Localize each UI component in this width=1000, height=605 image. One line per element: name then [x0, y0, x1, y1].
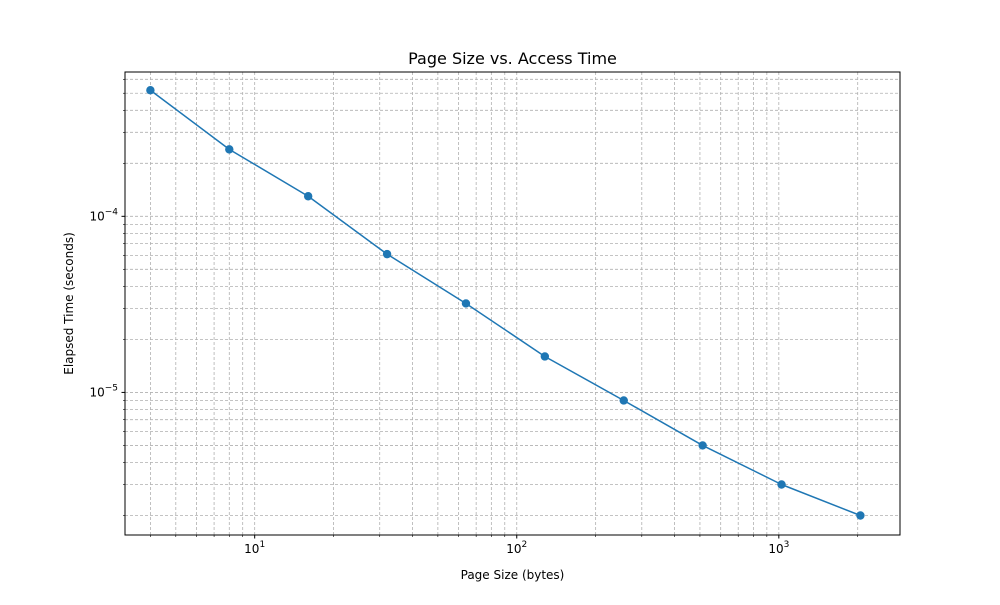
x-tick-label: 102	[506, 540, 527, 556]
data-point	[777, 480, 786, 489]
y-tick-label: 10−5	[89, 383, 118, 399]
chart-title: Page Size vs. Access Time	[408, 49, 617, 68]
y-tick-label: 10−4	[89, 207, 118, 223]
y-axis-label: Elapsed Time (seconds)	[62, 232, 76, 375]
data-point	[698, 441, 707, 450]
data-point	[461, 299, 471, 308]
axis-ticks: 101 102 103 10−5 10−4	[89, 78, 859, 556]
x-axis-label: Page Size (bytes)	[461, 568, 565, 582]
data-point	[382, 249, 392, 259]
x-tick-label: 101	[244, 540, 265, 556]
data-point	[540, 352, 550, 361]
plot-area-frame	[124, 71, 901, 536]
data-point	[619, 396, 628, 405]
series	[146, 86, 865, 520]
data-point	[856, 511, 865, 520]
data-point	[225, 145, 234, 154]
data-point	[303, 192, 313, 201]
data-point	[146, 86, 155, 95]
series-line	[149, 89, 861, 517]
x-tick-label: 103	[768, 540, 789, 556]
grid	[125, 72, 900, 535]
